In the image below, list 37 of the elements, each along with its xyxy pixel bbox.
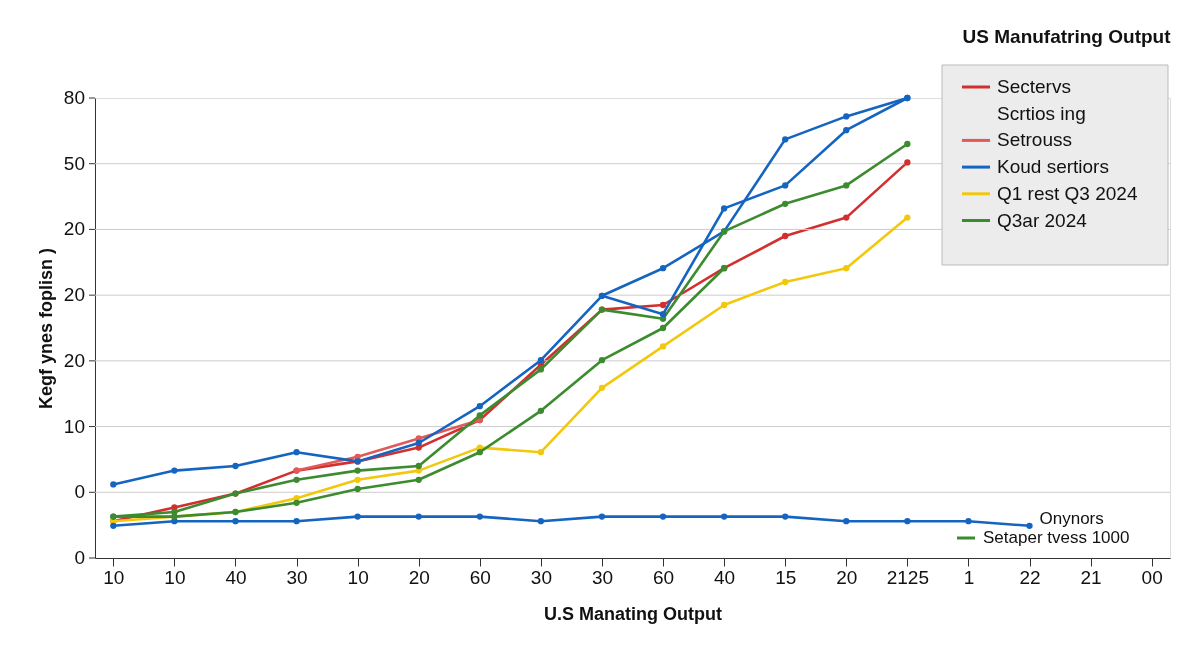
- x-axis-title: U.S Manating Output: [544, 603, 722, 624]
- legend-label: Q1 rest Q3 2024: [997, 182, 1138, 204]
- y-axis-title: Kegf ynes foplisn ): [35, 247, 56, 410]
- text: 50: [63, 152, 85, 174]
- x-tick-label: 60: [652, 566, 675, 588]
- x-tick-label: 30: [530, 566, 552, 588]
- x-tick-label: 30: [591, 566, 614, 588]
- text: 0: [74, 547, 85, 568]
- x-tick-label: 22: [1019, 566, 1041, 588]
- legend-label: Setaper tvess 1000: [983, 528, 1130, 547]
- legend-label: Setrouss: [997, 129, 1072, 151]
- text: 20: [63, 284, 85, 306]
- text: 0: [74, 481, 85, 503]
- x-tick-label: 30: [286, 566, 308, 588]
- text: 80: [63, 87, 85, 108]
- x-tick-label: 60: [469, 566, 491, 588]
- x-tick-label: 2125: [886, 566, 929, 588]
- x-tick-label: 00: [1141, 566, 1163, 588]
- x-tick-label: 1: [963, 566, 975, 588]
- x-tick-label: 21: [1080, 566, 1102, 588]
- annotation: Scrtios ing: [997, 102, 1086, 124]
- x-tick-label: 10: [164, 566, 186, 588]
- legend-label: Koud sertiors: [997, 156, 1109, 178]
- x-tick-label: 40: [225, 566, 247, 588]
- x-tick-label: 10: [347, 566, 369, 588]
- x-tick-label: 20: [836, 566, 858, 588]
- x-tick-label: 40: [714, 566, 736, 588]
- legend-label: Q3ar 2024: [997, 209, 1088, 231]
- text: 20: [63, 349, 85, 371]
- chart-title: US Manufatring Output: [962, 25, 1172, 47]
- series-label: Onynors: [1039, 508, 1104, 528]
- legend-label: Sectervs: [997, 76, 1071, 97]
- text: 10: [63, 415, 85, 437]
- x-tick-label: 15: [775, 566, 797, 588]
- x-tick-label: 20: [408, 566, 430, 588]
- x-tick-label: 10: [103, 566, 125, 588]
- text: 20: [63, 218, 85, 240]
